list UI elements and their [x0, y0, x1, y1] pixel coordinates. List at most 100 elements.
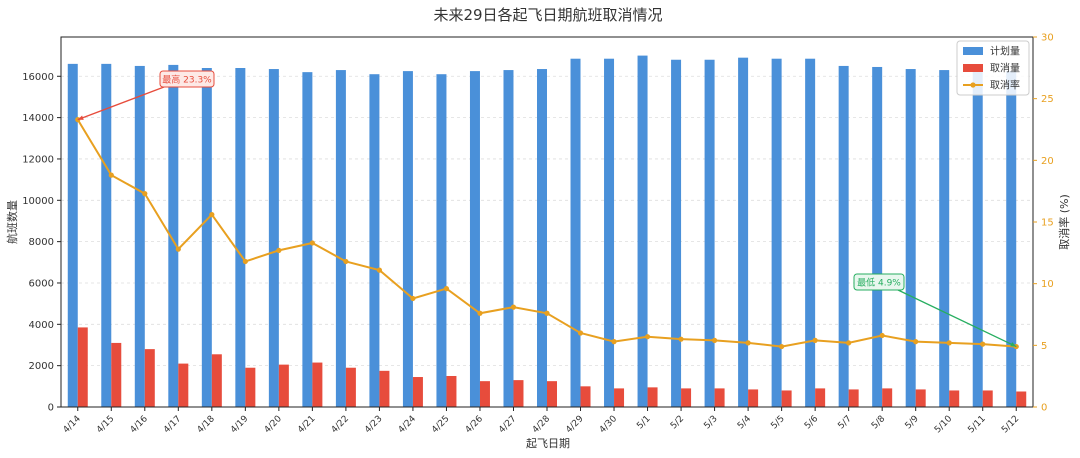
legend-label: 取消量	[990, 62, 1020, 75]
rate-point	[913, 339, 919, 345]
rate-point	[242, 258, 248, 265]
bar-planned	[168, 64, 179, 407]
y-left-tick-label: 12000	[22, 154, 54, 165]
y-axis-right-label: 取消率 (%)	[1057, 194, 1071, 250]
bar-planned	[939, 70, 950, 407]
bar-planned	[771, 58, 782, 407]
bars	[67, 55, 1027, 408]
bar-planned	[101, 63, 112, 407]
annotation-label: 最低 4.9%	[857, 277, 901, 289]
bar-planned	[872, 66, 883, 407]
x-tick-label: 5/9	[903, 414, 921, 432]
legend-label: 计划量	[990, 45, 1020, 58]
bar-planned	[302, 72, 313, 408]
y-left-tick-label: 16000	[22, 72, 54, 83]
x-tick-label: 4/16	[129, 414, 151, 436]
bar-cancelled	[547, 381, 557, 407]
x-tick-label: 4/22	[330, 414, 351, 435]
rate-point	[678, 336, 684, 342]
bar-planned	[1006, 71, 1017, 408]
bar-cancelled	[714, 388, 725, 407]
bar-cancelled	[882, 388, 893, 407]
legend-swatch	[963, 64, 983, 72]
y-left-tick-label: 0	[48, 403, 54, 414]
legend-swatch	[963, 47, 983, 55]
bar-planned	[838, 65, 849, 408]
y-right-tick-label: 25	[1041, 94, 1054, 105]
bar-planned	[134, 65, 145, 408]
rate-point	[276, 247, 282, 253]
x-tick-label: 5/1	[635, 414, 652, 431]
bar-planned	[671, 59, 682, 408]
rate-point	[209, 212, 215, 218]
bar-cancelled	[915, 389, 926, 407]
y-axis-left-label: 航班数量	[5, 200, 19, 244]
bar-planned	[402, 71, 413, 408]
rate-point	[477, 310, 483, 316]
bar-planned	[537, 69, 547, 407]
bar-planned	[604, 58, 615, 407]
x-tick-label: 5/10	[933, 414, 955, 436]
y-left-tick-label: 14000	[22, 113, 54, 124]
bar-planned	[905, 69, 916, 407]
bar-planned	[436, 74, 447, 408]
rate-point	[343, 258, 349, 265]
bar-cancelled	[111, 342, 122, 407]
bar-cancelled	[412, 377, 423, 407]
bar-planned	[201, 68, 212, 407]
bar-planned	[67, 63, 78, 407]
y-left-tick-label: 4000	[29, 320, 54, 331]
bar-cancelled	[144, 349, 155, 407]
x-tick-label: 5/6	[803, 414, 821, 432]
bar-cancelled	[1016, 391, 1027, 407]
x-tick-label: 4/30	[598, 414, 620, 436]
rate-point	[142, 191, 148, 197]
bar-planned	[704, 59, 715, 408]
y-right-tick-label: 15	[1041, 218, 1054, 229]
bar-cancelled	[77, 327, 88, 407]
bar-cancelled	[848, 389, 859, 407]
rate-point	[846, 340, 852, 346]
bar-planned	[637, 55, 648, 407]
bar-planned	[268, 69, 279, 407]
bar-planned	[469, 71, 480, 408]
rate-point	[812, 337, 818, 343]
bar-cancelled	[781, 390, 792, 407]
x-tick-label: 5/7	[836, 414, 853, 431]
legend-label: 取消率	[990, 79, 1020, 92]
rate-point	[577, 330, 584, 336]
rate-point	[443, 286, 450, 292]
bar-cancelled	[748, 389, 759, 407]
bar-planned	[503, 70, 514, 407]
bar-cancelled	[278, 364, 289, 407]
bar-planned	[805, 58, 816, 407]
rate-point	[946, 340, 952, 346]
chart-title: 未来29日各起飞日期航班取消情况	[433, 6, 662, 24]
rate-point	[410, 295, 416, 302]
bar-cancelled	[614, 388, 625, 407]
annotations: 最高 23.3% 最低 4.9%	[77, 70, 1017, 348]
bar-cancelled	[245, 367, 256, 407]
rate-point	[779, 343, 785, 350]
rate-point	[980, 341, 986, 347]
rate-point	[644, 334, 651, 340]
rate-point	[879, 332, 885, 339]
rate-point	[376, 267, 383, 273]
x-tick-label: 4/15	[95, 414, 116, 435]
annotation-arrowhead	[1010, 342, 1017, 347]
rate-line	[75, 117, 1019, 350]
bar-planned	[570, 58, 581, 407]
x-tick-label: 5/4	[736, 414, 754, 432]
bar-cancelled	[580, 386, 591, 407]
x-tick-label: 4/14	[62, 414, 84, 436]
annotation-arrow	[77, 86, 165, 121]
x-tick-label: 4/26	[464, 414, 486, 436]
bar-planned	[335, 70, 346, 407]
rate-point	[510, 304, 517, 310]
x-tick-label: 4/19	[229, 414, 251, 436]
x-tick-label: 5/2	[669, 414, 686, 431]
x-tick-label: 4/24	[397, 414, 419, 436]
bar-cancelled	[379, 370, 390, 407]
bar-cancelled	[982, 390, 993, 407]
